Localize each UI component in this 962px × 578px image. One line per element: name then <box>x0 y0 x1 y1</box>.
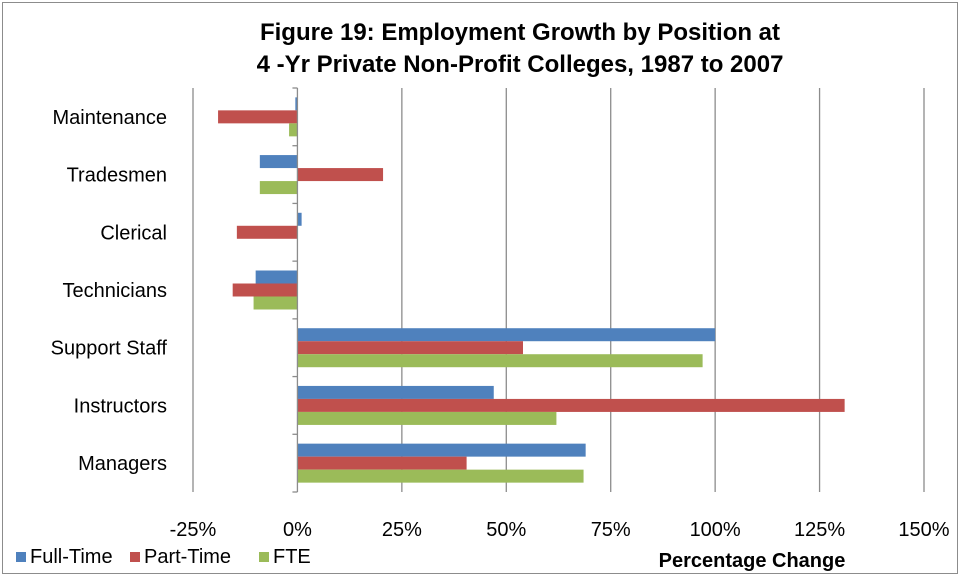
legend-label-part-time: Part-Time <box>144 546 231 568</box>
bar-part-time-maintenance <box>218 110 298 124</box>
axes <box>292 87 299 493</box>
bar-fte-tradesmen <box>259 181 298 195</box>
x-tick-labels: -25% 0% 25% 50% 75% 100% 125% 150% <box>170 519 950 541</box>
legend-swatch-full-time <box>16 552 26 562</box>
legend-label-full-time: Full-Time <box>30 546 113 568</box>
bar-part-time-clerical <box>236 225 298 239</box>
chart-title: Figure 19: Employment Growth by Position… <box>257 19 784 78</box>
x-tick-label: 25% <box>382 519 422 541</box>
bar-full-time-clerical <box>297 212 302 226</box>
category-label: Maintenance <box>52 107 167 129</box>
bar-full-time-technicians <box>255 270 298 284</box>
bar-full-time-tradesmen <box>259 155 298 169</box>
chart-title-line-1: Figure 19: Employment Growth by Position… <box>260 19 780 46</box>
bar-part-time-tradesmen <box>297 168 384 182</box>
legend-label-fte: FTE <box>273 546 311 568</box>
bar-fte-instructors <box>297 411 557 425</box>
legend: Full-Time Part-Time FTE <box>16 546 311 568</box>
category-label: Tradesmen <box>67 165 167 187</box>
category-labels: Maintenance Tradesmen Clerical Technicians S… <box>51 107 168 475</box>
bar-part-time-technicians <box>232 283 298 297</box>
bar-full-time-instructors <box>297 385 494 399</box>
category-label: Clerical <box>100 222 167 244</box>
x-tick-label: 75% <box>591 519 631 541</box>
bar-part-time-support-staff <box>297 341 523 355</box>
bar-fte-technicians <box>253 296 298 310</box>
x-tick-label: 0% <box>283 519 312 541</box>
x-tick-label: 125% <box>794 519 845 541</box>
bar-full-time-managers <box>297 443 586 457</box>
bar-part-time-instructors <box>297 398 845 412</box>
x-tick-label: 50% <box>486 519 526 541</box>
bar-part-time-managers <box>297 456 467 470</box>
chart-title-line-2: 4 -Yr Private Non-Profit Colleges, 1987 … <box>257 51 784 78</box>
bar-fte-maintenance <box>289 123 298 137</box>
legend-swatch-fte <box>259 552 269 562</box>
bar-full-time-maintenance <box>295 97 298 111</box>
legend-swatch-part-time <box>130 552 140 562</box>
category-label: Instructors <box>74 395 167 417</box>
bars <box>218 97 845 483</box>
x-axis-label: Percentage Change <box>659 550 846 572</box>
bar-full-time-support-staff <box>297 328 716 342</box>
category-label: Technicians <box>62 280 167 302</box>
category-label: Managers <box>78 453 167 475</box>
gridlines <box>192 88 925 492</box>
bar-fte-support-staff <box>297 354 703 368</box>
x-tick-label: 100% <box>690 519 741 541</box>
category-label: Support Staff <box>51 338 168 360</box>
x-tick-label: 150% <box>898 519 949 541</box>
bar-fte-managers <box>297 469 584 483</box>
x-tick-label: -25% <box>170 519 217 541</box>
